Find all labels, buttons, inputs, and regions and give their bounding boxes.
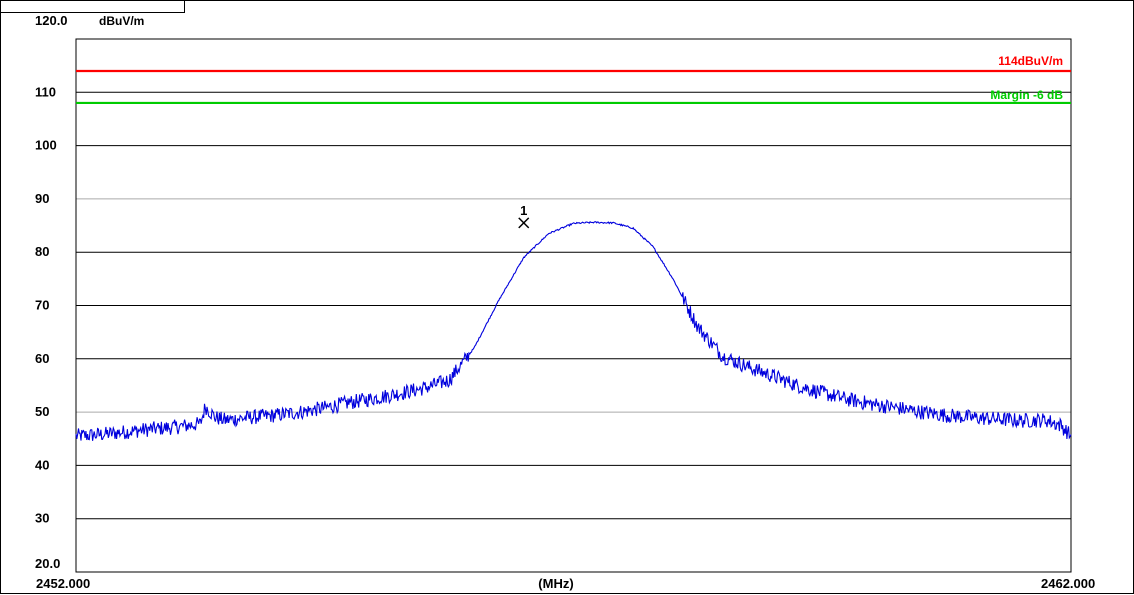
spectrum-trace bbox=[75, 221, 1072, 441]
corner-tab bbox=[1, 1, 185, 13]
x-tick-label-start: 2452.000 bbox=[36, 576, 90, 591]
y-tick-label-80: 80 bbox=[35, 244, 49, 259]
y-tick-label-40: 40 bbox=[35, 457, 49, 472]
y-tick-label-20: 20.0 bbox=[35, 556, 60, 571]
tick-labels: 120.0 110 100 90 80 70 60 50 40 30 20.0 2452.000 246… bbox=[35, 13, 1095, 591]
y-tick-label-120: 120.0 bbox=[35, 13, 68, 28]
markers: 1 bbox=[518, 203, 530, 229]
reference-lines: 114dBuV/m Margin -6 dB bbox=[76, 54, 1071, 105]
plot-border bbox=[75, 38, 1072, 573]
marker-label-0: 1 bbox=[520, 203, 527, 218]
y-axis-unit: dBuV/m bbox=[99, 14, 144, 28]
y-tick-label-60: 60 bbox=[35, 351, 49, 366]
x-tick-label-end: 2462.000 bbox=[1041, 576, 1095, 591]
reference-line-label-0: 114dBuV/m bbox=[998, 54, 1063, 68]
marker-cross-b-0 bbox=[518, 217, 530, 229]
y-tick-label-110: 110 bbox=[35, 84, 56, 99]
y-tick-label-90: 90 bbox=[35, 191, 49, 206]
y-tick-label-50: 50 bbox=[35, 404, 49, 419]
y-tick-label-70: 70 bbox=[35, 298, 49, 313]
y-tick-label-30: 30 bbox=[35, 511, 49, 526]
x-axis-unit: (MHz) bbox=[538, 576, 573, 591]
grid-lines bbox=[76, 91, 1071, 520]
reference-line-label-1: Margin -6 dB bbox=[990, 88, 1063, 102]
y-tick-label-100: 100 bbox=[35, 138, 57, 153]
